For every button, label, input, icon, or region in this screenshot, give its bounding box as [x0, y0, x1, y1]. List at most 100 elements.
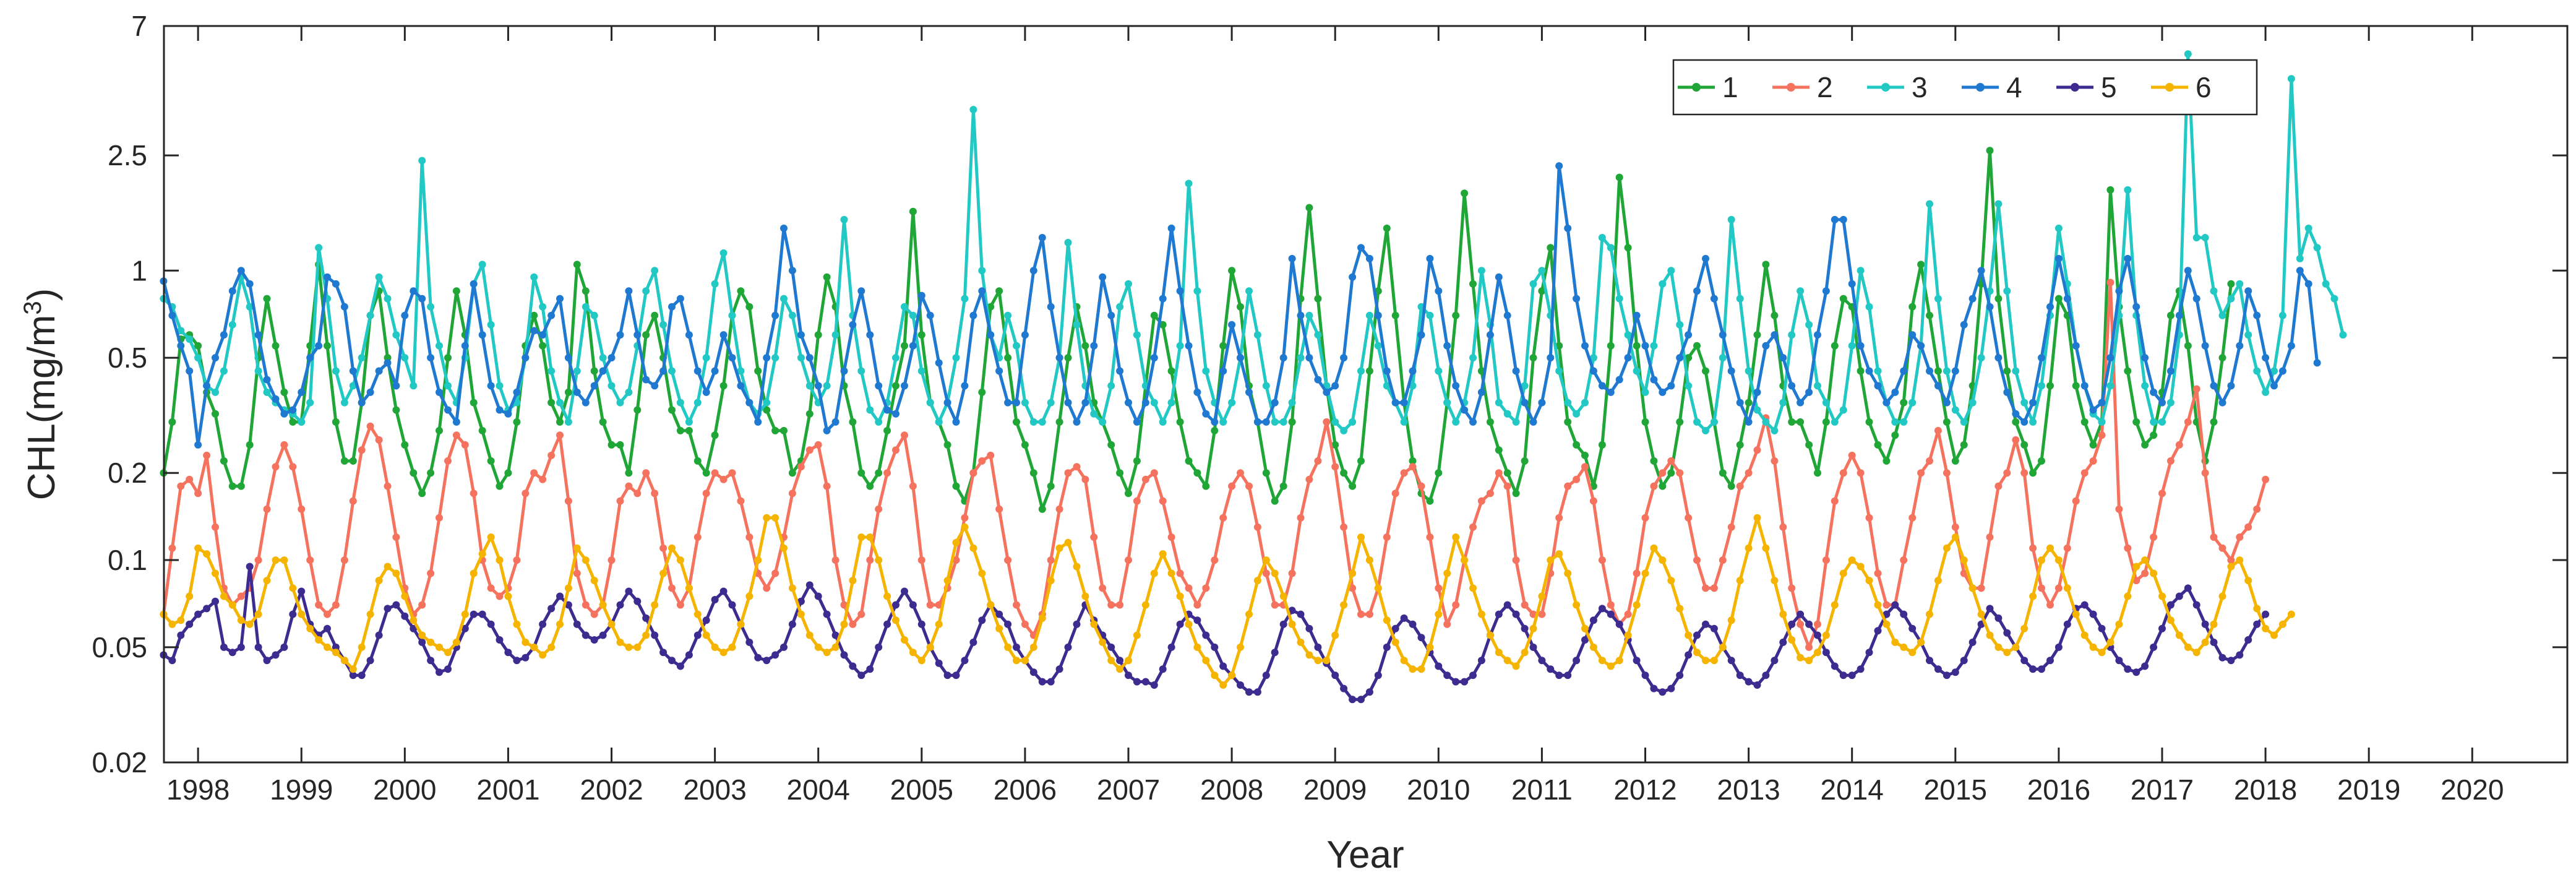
data-point: [401, 354, 409, 362]
data-point: [1693, 342, 1701, 350]
data-point: [246, 563, 254, 571]
data-point: [805, 382, 814, 390]
data-point: [1064, 469, 1072, 477]
data-point: [1219, 662, 1227, 670]
data-point: [1685, 354, 1693, 362]
data-point: [745, 303, 753, 311]
data-point: [470, 490, 478, 498]
data-point: [237, 267, 245, 275]
data-point: [2080, 469, 2089, 477]
data-point: [1814, 649, 1821, 657]
data-point: [168, 311, 176, 319]
data-point: [1685, 331, 1693, 339]
data-point: [892, 601, 899, 609]
data-point: [1349, 273, 1357, 281]
data-point: [857, 287, 865, 295]
data-point: [1288, 569, 1296, 577]
data-point: [306, 624, 314, 632]
data-point: [1185, 342, 1193, 350]
data-point: [2046, 303, 2054, 311]
x-tick-label: 2005: [890, 774, 953, 806]
data-point: [2296, 254, 2304, 262]
data-point: [1331, 631, 1339, 639]
data-point: [1090, 342, 1098, 350]
data-point: [504, 469, 512, 477]
data-point: [2063, 295, 2071, 303]
data-point: [1753, 406, 1761, 414]
x-tick-label: 2011: [1511, 774, 1573, 806]
data-point: [1934, 382, 1942, 390]
data-point: [1926, 610, 1933, 618]
data-point: [1305, 651, 1313, 659]
data-point: [2046, 382, 2054, 390]
data-point: [1159, 550, 1167, 558]
data-point: [1271, 649, 1279, 657]
data-point: [2244, 636, 2252, 644]
data-point: [1099, 418, 1107, 426]
data-point: [1564, 418, 1572, 426]
data-point: [1305, 204, 1313, 212]
data-point: [530, 327, 538, 335]
data-point: [1598, 605, 1606, 613]
data-point: [2054, 254, 2063, 262]
data-point: [1029, 668, 1037, 676]
data-point: [556, 592, 564, 600]
data-point: [728, 469, 736, 477]
data-point: [901, 303, 908, 311]
data-point: [1357, 457, 1365, 465]
data-point: [823, 649, 831, 657]
data-point: [564, 418, 572, 426]
data-point: [2192, 601, 2200, 609]
data-point: [263, 657, 271, 665]
data-point: [496, 482, 504, 490]
data-point: [616, 638, 624, 646]
data-point: [1159, 418, 1167, 426]
data-point: [978, 388, 986, 396]
data-point: [358, 446, 366, 454]
data-point: [2029, 418, 2037, 426]
data-point: [2003, 287, 2011, 295]
data-point: [470, 610, 478, 618]
data-point: [1702, 254, 1709, 262]
data-point: [194, 354, 202, 362]
data-point: [1486, 418, 1494, 426]
data-point: [2175, 631, 2183, 639]
data-point: [866, 331, 874, 339]
data-point: [1400, 399, 1408, 407]
data-point: [1452, 678, 1460, 686]
y-tick-label: 1: [131, 254, 147, 287]
data-point: [513, 418, 521, 426]
data-point: [280, 441, 288, 449]
data-point: [1555, 342, 1563, 350]
data-point: [522, 638, 530, 646]
data-point: [1650, 684, 1658, 692]
data-point: [917, 556, 925, 564]
data-point: [633, 331, 642, 339]
data-point: [1848, 556, 1856, 564]
data-point: [2054, 295, 2063, 303]
data-point: [513, 388, 521, 396]
data-point: [1349, 569, 1357, 577]
data-point: [935, 359, 943, 367]
data-point: [1994, 295, 2003, 303]
data-point: [676, 556, 684, 564]
data-point: [1047, 678, 1055, 686]
data-point: [2244, 331, 2252, 339]
data-point: [1262, 469, 1270, 477]
data-point: [616, 601, 624, 609]
data-point: [1736, 441, 1744, 449]
data-point: [2244, 577, 2252, 585]
data-point: [366, 657, 374, 665]
data-point: [1417, 665, 1425, 673]
data-point: [513, 556, 521, 564]
x-tick-label: 2018: [2234, 774, 2297, 806]
data-point: [892, 382, 899, 390]
data-point: [1185, 457, 1193, 465]
data-point: [2262, 388, 2270, 396]
data-point: [2184, 584, 2192, 592]
data-point: [1538, 267, 1546, 275]
data-point: [693, 399, 702, 407]
data-point: [1461, 556, 1469, 564]
data-point: [1314, 295, 1322, 303]
data-point: [186, 335, 194, 343]
